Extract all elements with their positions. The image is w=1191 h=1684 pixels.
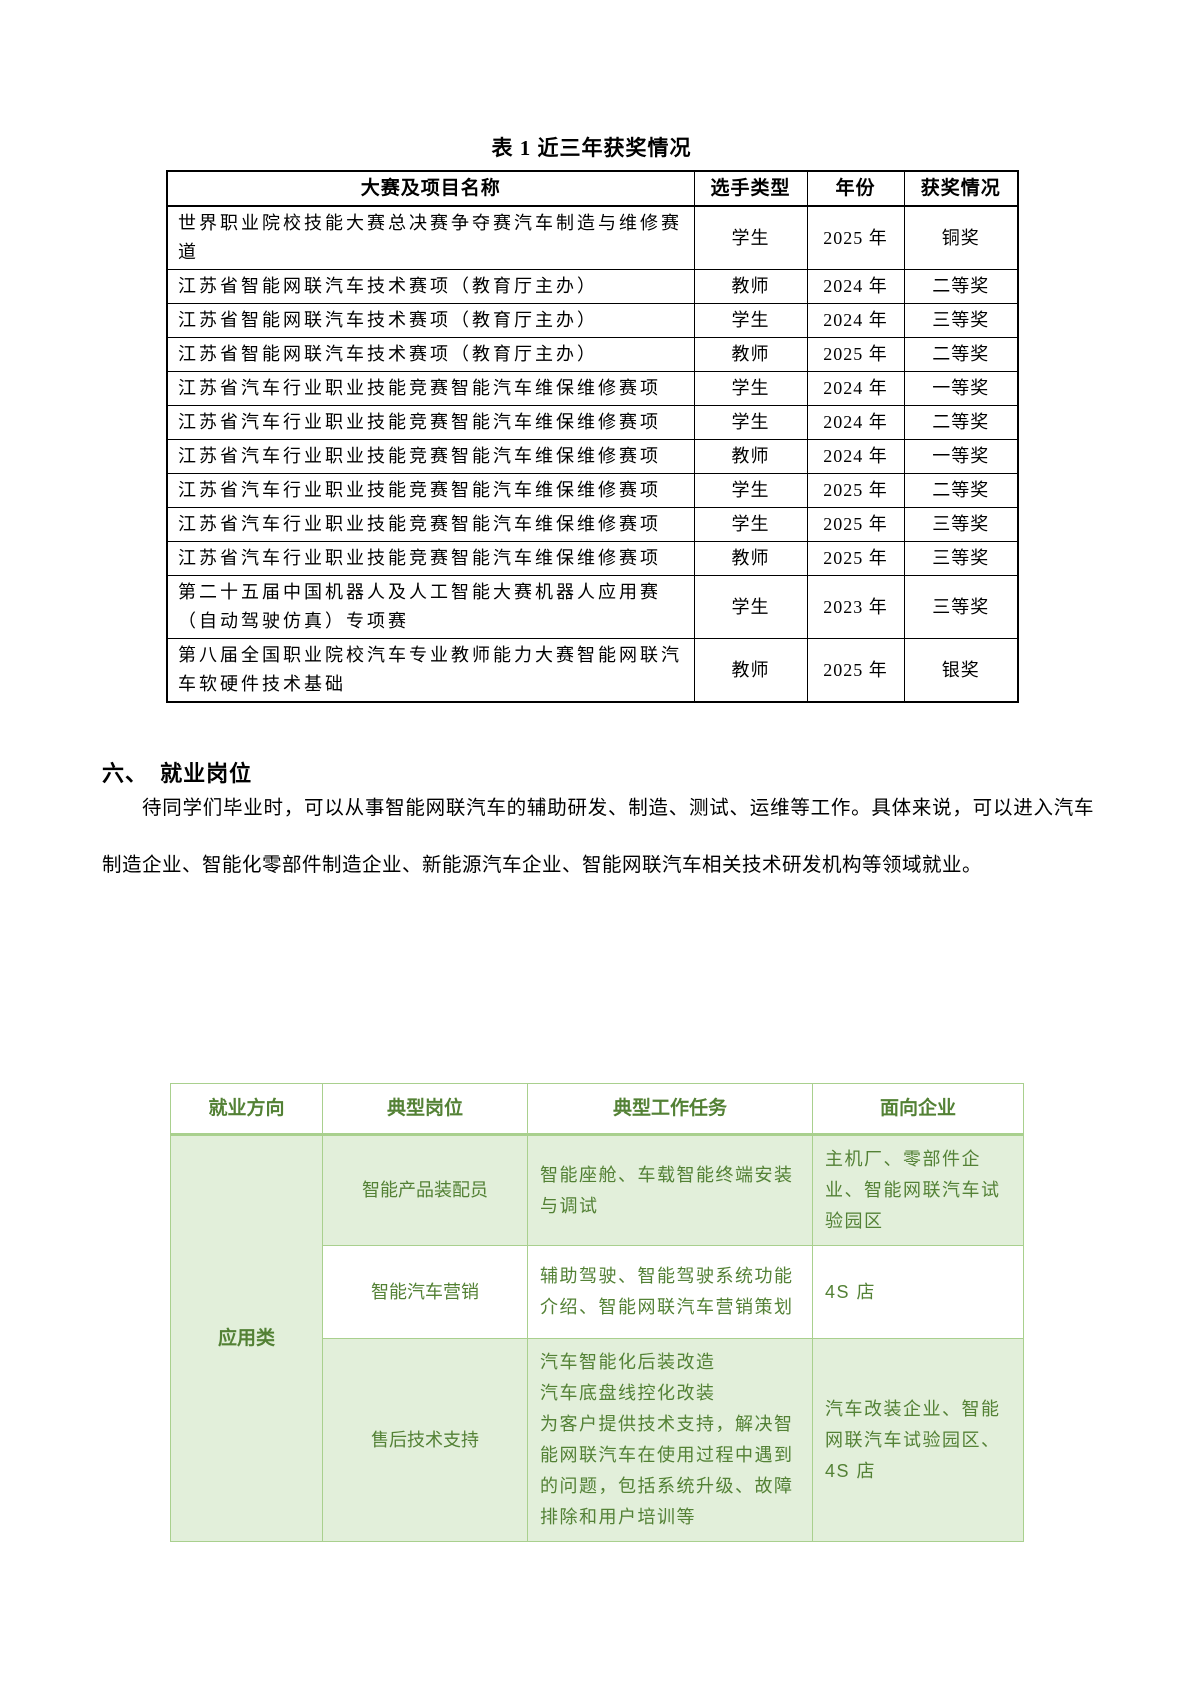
award-cell: 三等奖: [903, 575, 1019, 639]
award-cell: 银奖: [903, 638, 1019, 703]
table1-title: 表 1 近三年获奖情况: [491, 136, 692, 160]
event-name-cell: 江苏省汽车行业职业技能竞赛智能汽车维保维修赛项: [166, 507, 695, 542]
col-header-tasks: 典型工作任务: [527, 1083, 813, 1136]
col-header-year: 年份: [806, 170, 905, 207]
year-cell: 2025 年: [806, 541, 905, 576]
col-header-award: 获奖情况: [903, 170, 1019, 207]
job-tasks-cell: 辅助驾驶、智能驾驶系统功能介绍、智能网联汽车营销策划: [527, 1245, 813, 1339]
year-cell: 2024 年: [806, 439, 905, 474]
award-cell: 三等奖: [903, 507, 1019, 542]
year-cell: 2024 年: [806, 371, 905, 406]
event-name-cell: 江苏省汽车行业职业技能竞赛智能汽车维保维修赛项: [166, 541, 695, 576]
year-cell: 2024 年: [806, 303, 905, 338]
player-type-cell: 学生: [693, 575, 808, 639]
award-cell: 一等奖: [903, 439, 1019, 474]
player-type-cell: 教师: [693, 541, 808, 576]
section-number: 六、: [102, 761, 149, 786]
award-cell: 三等奖: [903, 303, 1019, 338]
year-cell: 2024 年: [806, 405, 905, 440]
player-type-cell: 学生: [693, 507, 808, 542]
col-header-player-type: 选手类型: [693, 170, 808, 207]
award-row: 江苏省汽车行业职业技能竞赛智能汽车维保维修赛项 学生 2024 年 一等奖: [166, 371, 1019, 406]
player-type-cell: 学生: [693, 405, 808, 440]
award-row: 江苏省智能网联汽车技术赛项（教育厅主办） 教师 2024 年 二等奖: [166, 269, 1019, 304]
employment-paragraph: 待同学们毕业时，可以从事智能网联汽车的辅助研发、制造、测试、运维等工作。具体来说…: [102, 797, 1094, 876]
job-post-cell: 售后技术支持: [322, 1338, 528, 1542]
award-row: 江苏省汽车行业职业技能竞赛智能汽车维保维修赛项 学生 2024 年 二等奖: [166, 405, 1019, 440]
event-name-cell: 江苏省汽车行业职业技能竞赛智能汽车维保维修赛项: [166, 473, 695, 508]
player-type-cell: 学生: [693, 371, 808, 406]
award-row: 江苏省汽车行业职业技能竞赛智能汽车维保维修赛项 教师 2024 年 一等奖: [166, 439, 1019, 474]
year-cell: 2025 年: [806, 473, 905, 508]
award-cell: 一等奖: [903, 371, 1019, 406]
job-tasks-cell: 汽车智能化后装改造 汽车底盘线控化改装 为客户提供技术支持，解决智能网联汽车在使…: [527, 1338, 813, 1542]
section-title: 就业岗位: [160, 761, 253, 786]
award-row: 世界职业院校技能大赛总决赛争夺赛汽车制造与维修赛道 学生 2025 年 铜奖: [166, 205, 1019, 270]
awards-table: 大赛及项目名称 选手类型 年份 获奖情况 世界职业院校技能大赛总决赛争夺赛汽车制…: [166, 170, 1019, 703]
awards-header-row: 大赛及项目名称 选手类型 年份 获奖情况: [166, 170, 1019, 207]
jobs-header-row: 就业方向 典型岗位 典型工作任务 面向企业: [170, 1083, 1024, 1136]
event-name-cell: 江苏省智能网联汽车技术赛项（教育厅主办）: [166, 337, 695, 372]
job-row: 应用类 智能产品装配员 智能座舱、车载智能终端安装与调试 主机厂、零部件企业、智…: [170, 1134, 1024, 1542]
year-cell: 2023 年: [806, 575, 905, 639]
player-type-cell: 教师: [693, 638, 808, 703]
jobs-table: 就业方向 典型岗位 典型工作任务 面向企业 应用类 智能产品装配员 智能座舱、车…: [170, 1083, 1024, 1542]
award-cell: 二等奖: [903, 269, 1019, 304]
award-row: 第八届全国职业院校汽车专业教师能力大赛智能网联汽车软硬件技术基础 教师 2025…: [166, 638, 1019, 703]
job-post-cell: 智能汽车营销: [322, 1245, 528, 1339]
event-name-cell: 第八届全国职业院校汽车专业教师能力大赛智能网联汽车软硬件技术基础: [166, 638, 695, 703]
award-cell: 三等奖: [903, 541, 1019, 576]
job-enterprises-cell: 4S 店: [812, 1245, 1024, 1339]
player-type-cell: 教师: [693, 439, 808, 474]
award-cell: 二等奖: [903, 337, 1019, 372]
job-direction-cell: 应用类: [170, 1134, 323, 1542]
award-cell: 二等奖: [903, 405, 1019, 440]
year-cell: 2024 年: [806, 269, 905, 304]
award-row: 江苏省汽车行业职业技能竞赛智能汽车维保维修赛项 学生 2025 年 三等奖: [166, 507, 1019, 542]
year-cell: 2025 年: [806, 507, 905, 542]
col-header-direction: 就业方向: [170, 1083, 323, 1136]
job-row: 售后技术支持 汽车智能化后装改造 汽车底盘线控化改装 为客户提供技术支持，解决智…: [171, 1338, 1024, 1542]
col-header-event: 大赛及项目名称: [166, 170, 695, 207]
event-name-cell: 江苏省汽车行业职业技能竞赛智能汽车维保维修赛项: [166, 371, 695, 406]
year-cell: 2025 年: [806, 337, 905, 372]
event-name-cell: 江苏省汽车行业职业技能竞赛智能汽车维保维修赛项: [166, 405, 695, 440]
year-cell: 2025 年: [806, 205, 905, 270]
job-post-cell: 智能产品装配员: [322, 1134, 528, 1246]
player-type-cell: 学生: [693, 205, 808, 270]
award-row: 江苏省汽车行业职业技能竞赛智能汽车维保维修赛项 教师 2025 年 三等奖: [166, 541, 1019, 576]
col-header-post: 典型岗位: [322, 1083, 528, 1136]
job-row: 智能汽车营销 辅助驾驶、智能驾驶系统功能介绍、智能网联汽车营销策划 4S 店: [171, 1245, 1024, 1339]
player-type-cell: 教师: [693, 337, 808, 372]
event-name-cell: 世界职业院校技能大赛总决赛争夺赛汽车制造与维修赛道: [166, 205, 695, 270]
event-name-cell: 第二十五届中国机器人及人工智能大赛机器人应用赛（自动驾驶仿真）专项赛: [166, 575, 695, 639]
section-heading: 六、 就业岗位: [102, 756, 252, 788]
job-enterprises-cell: 主机厂、零部件企业、智能网联汽车试验园区: [812, 1134, 1024, 1246]
award-row: 江苏省汽车行业职业技能竞赛智能汽车维保维修赛项 学生 2025 年 二等奖: [166, 473, 1019, 508]
year-cell: 2025 年: [806, 638, 905, 703]
player-type-cell: 学生: [693, 473, 808, 508]
event-name-cell: 江苏省智能网联汽车技术赛项（教育厅主办）: [166, 269, 695, 304]
event-name-cell: 江苏省智能网联汽车技术赛项（教育厅主办）: [166, 303, 695, 338]
award-row: 江苏省智能网联汽车技术赛项（教育厅主办） 教师 2025 年 二等奖: [166, 337, 1019, 372]
player-type-cell: 学生: [693, 303, 808, 338]
job-tasks-cell: 智能座舱、车载智能终端安装与调试: [527, 1134, 813, 1246]
award-row: 江苏省智能网联汽车技术赛项（教育厅主办） 学生 2024 年 三等奖: [166, 303, 1019, 338]
award-cell: 二等奖: [903, 473, 1019, 508]
award-row: 第二十五届中国机器人及人工智能大赛机器人应用赛（自动驾驶仿真）专项赛 学生 20…: [166, 575, 1019, 639]
event-name-cell: 江苏省汽车行业职业技能竞赛智能汽车维保维修赛项: [166, 439, 695, 474]
player-type-cell: 教师: [693, 269, 808, 304]
award-cell: 铜奖: [903, 205, 1019, 270]
col-header-enterprises: 面向企业: [812, 1083, 1024, 1136]
job-enterprises-cell: 汽车改装企业、智能网联汽车试验园区、4S 店: [812, 1338, 1024, 1542]
